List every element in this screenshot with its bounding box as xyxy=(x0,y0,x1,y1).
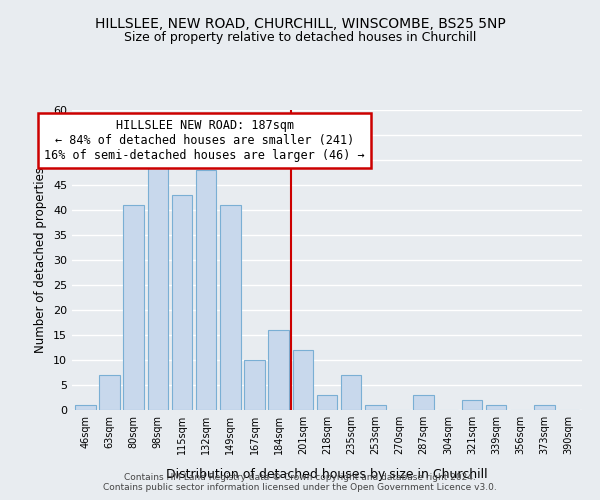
Bar xyxy=(341,375,361,410)
Text: Size of property relative to detached houses in Churchill: Size of property relative to detached ho… xyxy=(124,31,476,44)
Bar xyxy=(220,205,241,410)
Text: Contains HM Land Registry data © Crown copyright and database right 2024.
Contai: Contains HM Land Registry data © Crown c… xyxy=(103,473,497,492)
Bar xyxy=(75,405,95,410)
Bar xyxy=(99,375,120,410)
Text: HILLSLEE NEW ROAD: 187sqm
← 84% of detached houses are smaller (241)
16% of semi: HILLSLEE NEW ROAD: 187sqm ← 84% of detac… xyxy=(44,119,365,162)
Bar xyxy=(268,330,289,410)
X-axis label: Distribution of detached houses by size in Churchill: Distribution of detached houses by size … xyxy=(166,468,488,481)
Bar xyxy=(486,405,506,410)
Bar xyxy=(244,360,265,410)
Bar xyxy=(196,170,217,410)
Bar xyxy=(293,350,313,410)
Bar xyxy=(317,395,337,410)
Bar xyxy=(124,205,144,410)
Y-axis label: Number of detached properties: Number of detached properties xyxy=(34,167,47,353)
Text: HILLSLEE, NEW ROAD, CHURCHILL, WINSCOMBE, BS25 5NP: HILLSLEE, NEW ROAD, CHURCHILL, WINSCOMBE… xyxy=(95,18,505,32)
Bar xyxy=(365,405,386,410)
Bar xyxy=(172,195,192,410)
Bar xyxy=(148,165,168,410)
Bar xyxy=(462,400,482,410)
Bar xyxy=(534,405,555,410)
Bar xyxy=(413,395,434,410)
